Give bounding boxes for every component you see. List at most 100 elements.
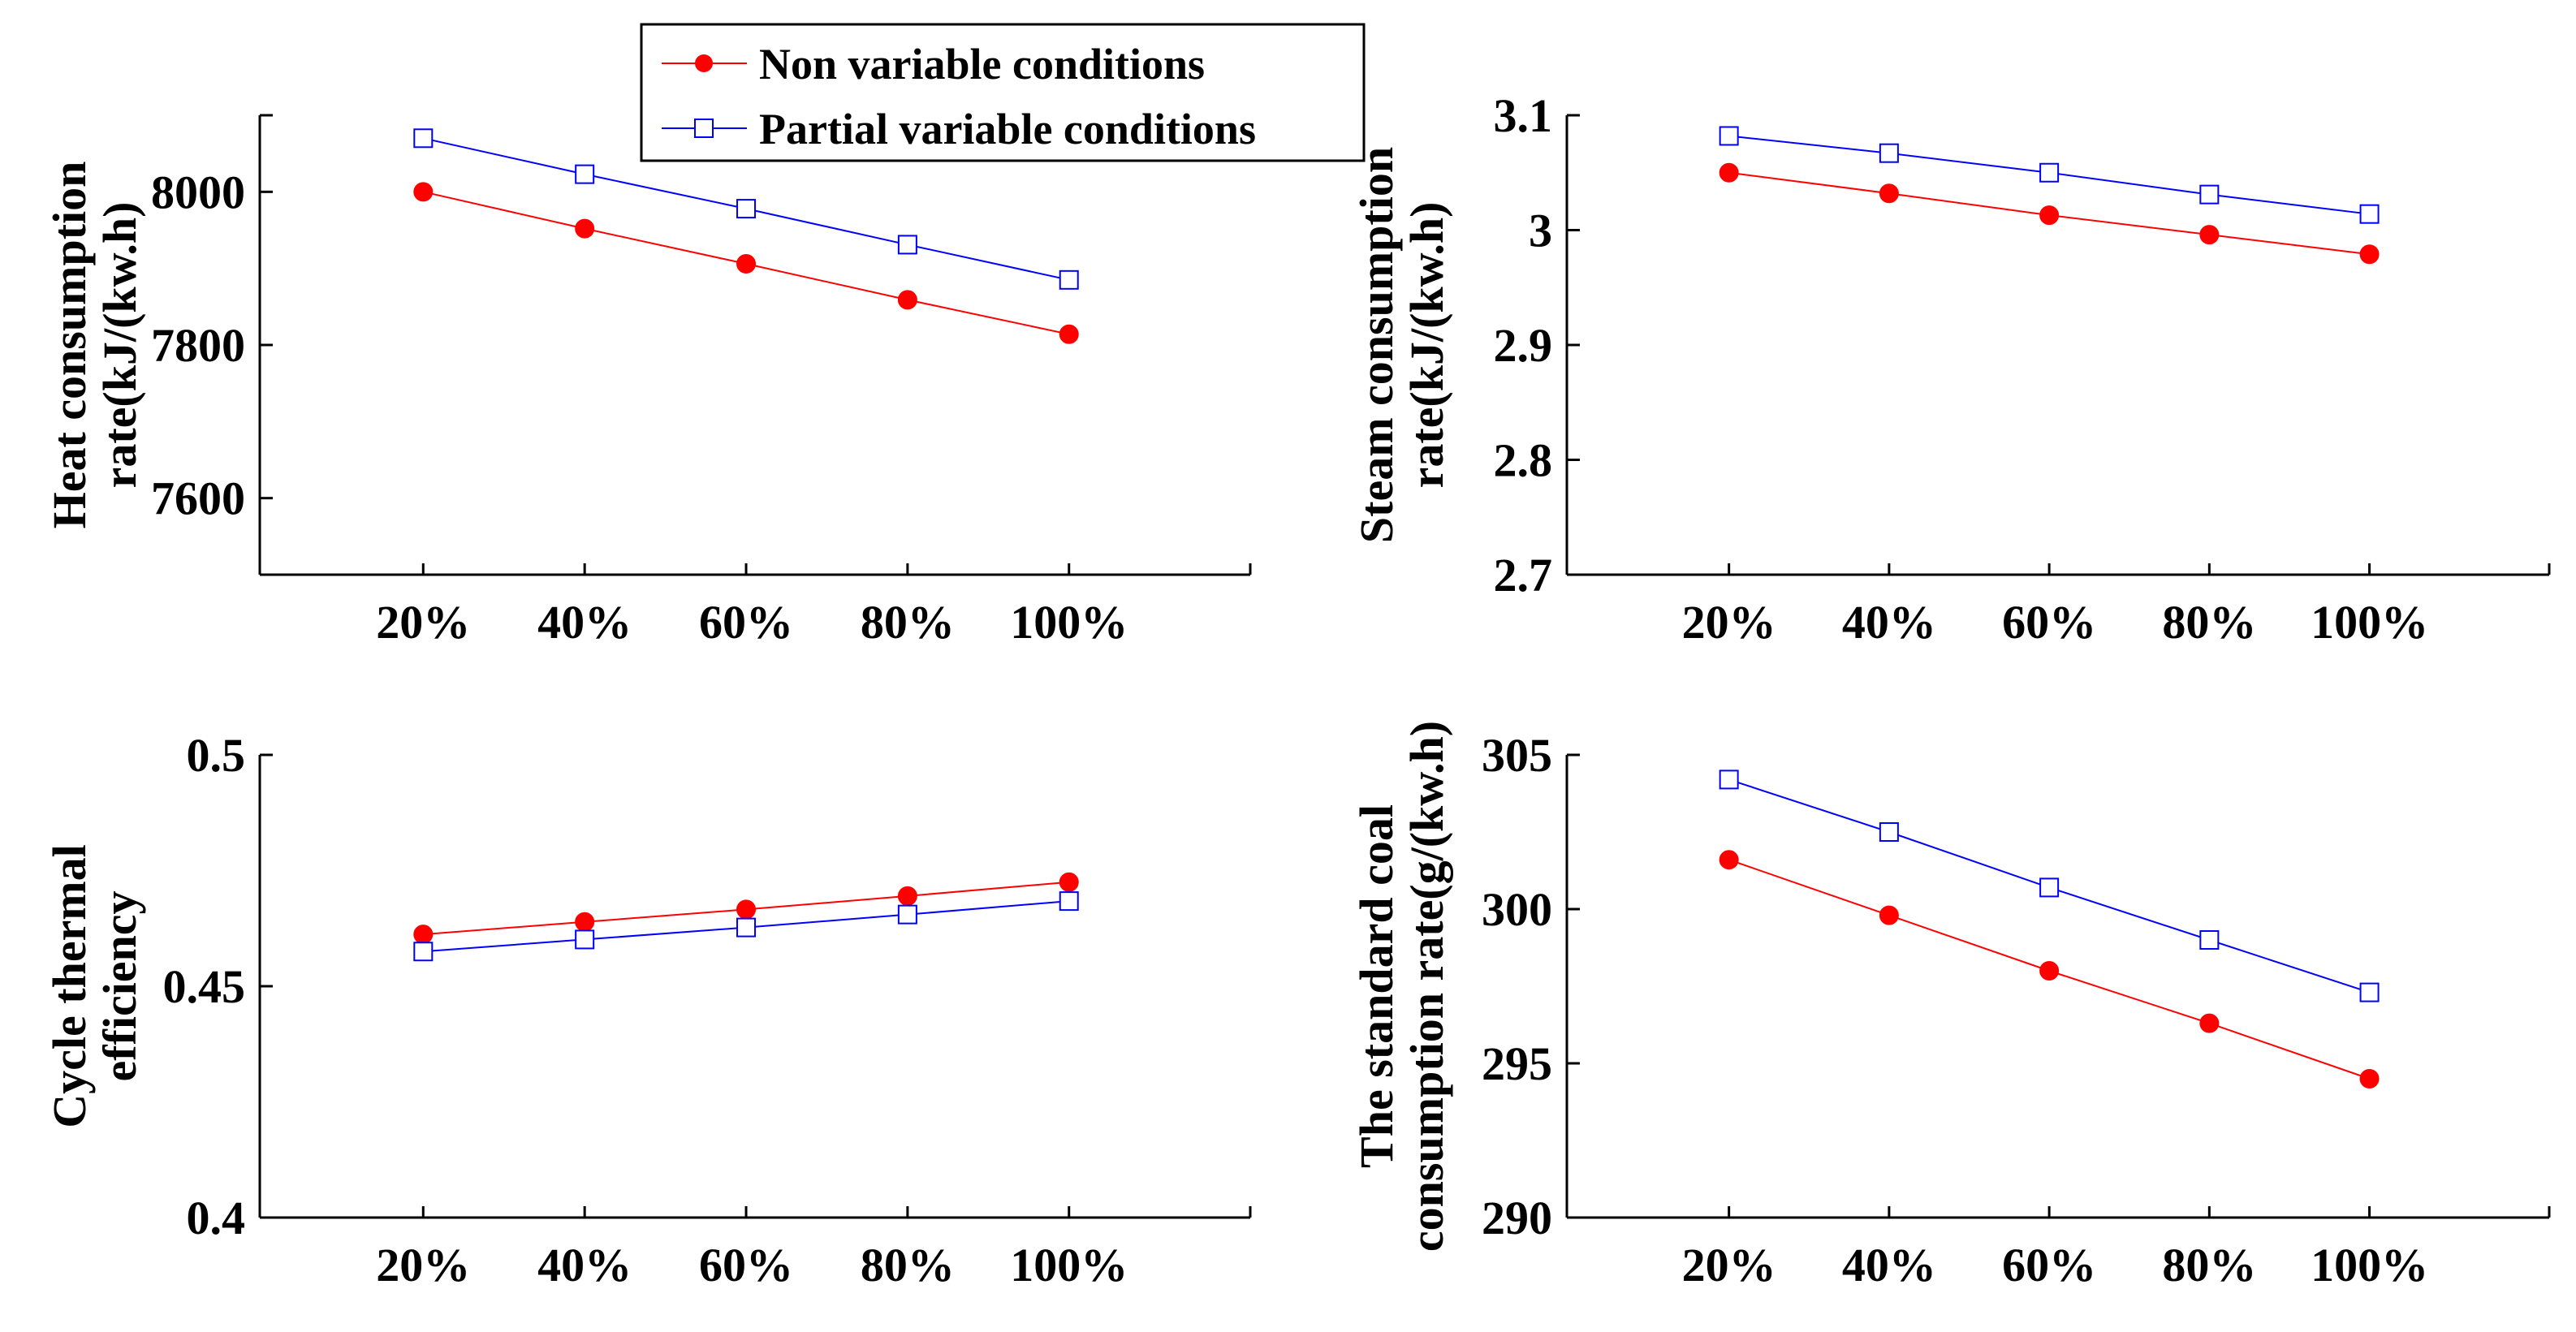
data-point bbox=[575, 912, 595, 932]
data-point bbox=[1879, 183, 1899, 204]
data-point bbox=[413, 182, 434, 202]
legend-label: Partial variable conditions bbox=[759, 105, 1256, 153]
x-tick-label: 80% bbox=[861, 596, 955, 649]
y-axis-label: Heat consumptionrate(kJ/(kw.h) bbox=[43, 162, 146, 529]
y-axis-label-line: Heat consumption bbox=[43, 162, 96, 529]
data-point bbox=[2039, 961, 2060, 981]
x-tick-label: 60% bbox=[2002, 1239, 2096, 1291]
x-tick-label: 40% bbox=[1842, 1239, 1936, 1291]
data-point bbox=[413, 942, 434, 962]
y-axis-label-line: efficiency bbox=[93, 890, 146, 1081]
y-tick-label: 2.8 bbox=[1494, 434, 1553, 487]
x-tick-label: 20% bbox=[1682, 596, 1776, 649]
data-point bbox=[413, 128, 434, 149]
data-point bbox=[2039, 877, 2060, 898]
legend: Non variable conditions Partial variable … bbox=[640, 23, 1366, 162]
series-partial-variable bbox=[1719, 769, 2380, 1002]
y-tick-label: 300 bbox=[1482, 883, 1552, 936]
data-point bbox=[1879, 822, 1899, 842]
data-point bbox=[1059, 872, 1079, 892]
data-point bbox=[1879, 143, 1899, 163]
y-tick-label: 0.4 bbox=[187, 1192, 246, 1244]
legend-entry: Non variable conditions bbox=[662, 40, 1205, 88]
legend-box bbox=[640, 23, 1366, 162]
x-tick-label: 40% bbox=[537, 1239, 632, 1291]
data-point bbox=[897, 235, 917, 255]
y-tick-label: 3 bbox=[1529, 205, 1552, 257]
series-partial-variable bbox=[413, 891, 1079, 962]
data-point bbox=[575, 929, 595, 950]
y-tick-label: 8000 bbox=[151, 166, 245, 218]
x-tick-label: 20% bbox=[376, 1239, 470, 1291]
x-tick-label: 20% bbox=[1682, 1239, 1776, 1291]
data-point bbox=[2359, 1069, 2380, 1088]
y-axis-label-line: Cycle thermal bbox=[43, 844, 96, 1127]
data-point bbox=[736, 199, 757, 219]
data-point bbox=[2199, 184, 2220, 205]
x-tick-label: 60% bbox=[2002, 596, 2096, 649]
data-point bbox=[736, 899, 757, 920]
data-point bbox=[2199, 1013, 2220, 1033]
data-point bbox=[897, 886, 917, 906]
y-tick-label: 7800 bbox=[151, 319, 245, 372]
y-axis-label: The standard coalconsumption rate(g/(kw.… bbox=[1350, 721, 1453, 1252]
data-point bbox=[1719, 850, 1739, 870]
x-tick-label: 80% bbox=[2162, 1239, 2256, 1291]
x-tick-label: 100% bbox=[1010, 1239, 1128, 1291]
data-point bbox=[2039, 205, 2060, 226]
panel-1: 7600 7800 8000 20% 40% 60% 80% 100% Heat consump… bbox=[43, 114, 1252, 649]
y-tick-label: 2.9 bbox=[1494, 319, 1553, 372]
data-point bbox=[736, 254, 757, 274]
data-point bbox=[2359, 982, 2380, 1002]
legend-marker bbox=[694, 119, 714, 138]
series-non-variable bbox=[1719, 162, 2380, 265]
y-tick-label: 7600 bbox=[151, 472, 245, 525]
data-point bbox=[1719, 769, 1739, 790]
legend-marker bbox=[695, 54, 713, 72]
x-tick-label: 100% bbox=[1010, 596, 1128, 649]
panel-3: 0.4 0.45 0.5 20% 40% 60% 80% 100% Cycle thermale… bbox=[43, 729, 1252, 1291]
series-non-variable bbox=[413, 872, 1079, 945]
x-tick-label: 100% bbox=[2311, 1239, 2428, 1291]
series-partial-variable bbox=[1719, 126, 2380, 224]
y-axis-label-line: The standard coal bbox=[1350, 804, 1403, 1168]
y-tick-label: 2.7 bbox=[1494, 549, 1553, 601]
data-point bbox=[897, 290, 917, 310]
data-point bbox=[1719, 126, 1739, 146]
y-tick-label: 0.45 bbox=[163, 960, 246, 1013]
x-tick-label: 80% bbox=[861, 1239, 955, 1291]
y-axis-label: Cycle thermalefficiency bbox=[43, 844, 146, 1127]
data-point bbox=[2359, 244, 2380, 265]
x-tick-label: 40% bbox=[537, 596, 632, 649]
y-tick-label: 305 bbox=[1482, 729, 1552, 782]
series-non-variable bbox=[1719, 850, 2380, 1088]
data-point bbox=[2199, 225, 2220, 245]
legend-entry: Partial variable conditions bbox=[662, 105, 1256, 153]
data-point bbox=[2039, 162, 2060, 183]
y-axis-label-line: rate(kJ/(kw.h) bbox=[1400, 202, 1453, 489]
x-tick-label: 80% bbox=[2162, 596, 2256, 649]
y-tick-label: 290 bbox=[1482, 1192, 1552, 1244]
data-point bbox=[1059, 269, 1079, 290]
series-partial-variable bbox=[413, 128, 1079, 290]
x-tick-label: 60% bbox=[699, 1239, 793, 1291]
x-tick-label: 60% bbox=[699, 596, 793, 649]
data-point bbox=[736, 917, 757, 938]
y-tick-label: 3.1 bbox=[1494, 89, 1553, 142]
x-tick-label: 20% bbox=[376, 596, 470, 649]
data-point bbox=[897, 904, 917, 925]
x-tick-label: 40% bbox=[1842, 596, 1936, 649]
panel-4: 290 295 300 305 20% 40% 60% 80% 100% The standard… bbox=[1350, 721, 2551, 1291]
y-axis-label-line: consumption rate(g/(kw.h) bbox=[1400, 721, 1453, 1252]
y-axis-label: Steam consumptionrate(kJ/(kw.h) bbox=[1350, 147, 1453, 543]
legend-label: Non variable conditions bbox=[759, 40, 1205, 88]
y-axis-label-line: rate(kJ/(kw.h) bbox=[93, 202, 146, 489]
panel-2: 2.7 2.8 2.9 3 3.1 20% 40% 60% 80% 100% Steam consu… bbox=[1350, 89, 2551, 649]
x-tick-label: 100% bbox=[2311, 596, 2428, 649]
data-point bbox=[575, 164, 595, 184]
data-point bbox=[1059, 891, 1079, 912]
data-point bbox=[2359, 204, 2380, 224]
data-point bbox=[1719, 162, 1739, 183]
data-point bbox=[413, 925, 434, 945]
series-non-variable bbox=[413, 182, 1079, 344]
